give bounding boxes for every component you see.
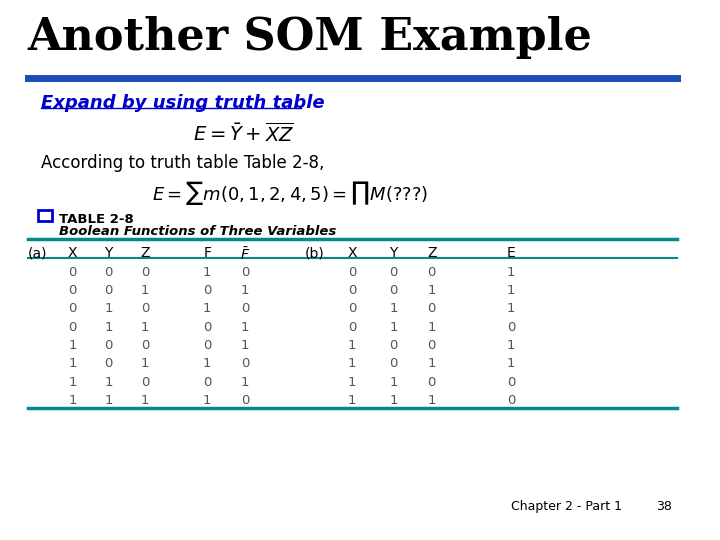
Text: 0: 0 <box>390 357 398 370</box>
Text: 0: 0 <box>348 284 356 297</box>
Text: 0: 0 <box>104 339 112 352</box>
FancyBboxPatch shape <box>38 210 52 221</box>
Text: Z: Z <box>427 246 436 260</box>
Text: 1: 1 <box>428 284 436 297</box>
Text: 1: 1 <box>507 302 516 315</box>
Text: 0: 0 <box>428 302 436 315</box>
Text: Chapter 2 - Part 1: Chapter 2 - Part 1 <box>511 500 622 513</box>
Text: (a): (a) <box>28 246 48 260</box>
Text: 0: 0 <box>428 376 436 389</box>
Text: 0: 0 <box>141 266 149 279</box>
Text: (b): (b) <box>305 246 324 260</box>
Text: 1: 1 <box>348 376 356 389</box>
Text: 0: 0 <box>104 266 112 279</box>
Text: 1: 1 <box>348 394 356 407</box>
Text: 0: 0 <box>390 266 398 279</box>
Text: 1: 1 <box>241 339 250 352</box>
Text: $\bar{F}$: $\bar{F}$ <box>240 246 251 263</box>
Text: 0: 0 <box>507 321 516 334</box>
Text: $E = \sum m(0,1,2,4,5) = \prod M(???)$: $E = \sum m(0,1,2,4,5) = \prod M(???)$ <box>152 179 428 207</box>
Text: 1: 1 <box>428 357 436 370</box>
Text: 1: 1 <box>68 394 77 407</box>
Text: 1: 1 <box>203 302 212 315</box>
Text: 1: 1 <box>141 284 149 297</box>
Text: 1: 1 <box>390 376 398 389</box>
Text: 0: 0 <box>104 284 112 297</box>
Text: X: X <box>348 246 357 260</box>
Text: 1: 1 <box>68 339 77 352</box>
Text: 0: 0 <box>68 284 77 297</box>
Text: 0: 0 <box>507 376 516 389</box>
Text: 38: 38 <box>656 500 672 513</box>
Text: 0: 0 <box>203 284 212 297</box>
Text: 1: 1 <box>241 284 250 297</box>
Text: 0: 0 <box>203 376 212 389</box>
Text: 1: 1 <box>141 357 149 370</box>
Text: 1: 1 <box>203 266 212 279</box>
Text: 1: 1 <box>104 394 113 407</box>
Text: 0: 0 <box>241 357 249 370</box>
Text: 1: 1 <box>104 376 113 389</box>
Text: 1: 1 <box>68 357 77 370</box>
Text: 1: 1 <box>348 339 356 352</box>
Text: 1: 1 <box>104 321 113 334</box>
Text: Y: Y <box>104 246 112 260</box>
Text: 0: 0 <box>68 321 77 334</box>
Text: 1: 1 <box>203 357 212 370</box>
Text: 1: 1 <box>241 321 250 334</box>
Text: 1: 1 <box>428 394 436 407</box>
Text: 0: 0 <box>348 302 356 315</box>
Text: 1: 1 <box>507 339 516 352</box>
Text: 1: 1 <box>428 321 436 334</box>
Text: 0: 0 <box>68 266 77 279</box>
Text: 1: 1 <box>348 357 356 370</box>
Text: 1: 1 <box>390 394 398 407</box>
Text: According to truth table Table 2-8,: According to truth table Table 2-8, <box>42 154 325 172</box>
Text: 1: 1 <box>241 376 250 389</box>
Text: 1: 1 <box>390 302 398 315</box>
Text: 0: 0 <box>428 266 436 279</box>
Text: 1: 1 <box>141 321 149 334</box>
Text: 0: 0 <box>507 394 516 407</box>
Text: 1: 1 <box>390 321 398 334</box>
Text: F: F <box>203 246 211 260</box>
Text: 0: 0 <box>141 302 149 315</box>
Text: 0: 0 <box>241 394 249 407</box>
Text: 0: 0 <box>203 321 212 334</box>
Text: Y: Y <box>390 246 398 260</box>
Text: Z: Z <box>140 246 150 260</box>
Text: 1: 1 <box>507 266 516 279</box>
Text: 1: 1 <box>507 284 516 297</box>
Text: E: E <box>507 246 516 260</box>
Text: 0: 0 <box>104 357 112 370</box>
Text: 1: 1 <box>68 376 77 389</box>
Text: 0: 0 <box>141 339 149 352</box>
Text: 0: 0 <box>428 339 436 352</box>
Text: Expand by using truth table: Expand by using truth table <box>42 94 325 112</box>
Text: 0: 0 <box>348 266 356 279</box>
Text: 0: 0 <box>390 339 398 352</box>
Text: 0: 0 <box>348 321 356 334</box>
Text: 1: 1 <box>104 302 113 315</box>
Text: X: X <box>68 246 77 260</box>
Text: 1: 1 <box>141 394 149 407</box>
Text: $E = \bar{Y} + \overline{XZ}$: $E = \bar{Y} + \overline{XZ}$ <box>194 122 294 145</box>
Text: 0: 0 <box>390 284 398 297</box>
Text: TABLE 2-8: TABLE 2-8 <box>59 213 133 226</box>
Text: 0: 0 <box>241 302 249 315</box>
Text: 0: 0 <box>141 376 149 389</box>
Text: 0: 0 <box>68 302 77 315</box>
Text: 0: 0 <box>203 339 212 352</box>
Text: 0: 0 <box>241 266 249 279</box>
Text: Boolean Functions of Three Variables: Boolean Functions of Three Variables <box>59 225 336 238</box>
Text: Another SOM Example: Another SOM Example <box>27 16 593 59</box>
Text: 1: 1 <box>203 394 212 407</box>
Text: 1: 1 <box>507 357 516 370</box>
